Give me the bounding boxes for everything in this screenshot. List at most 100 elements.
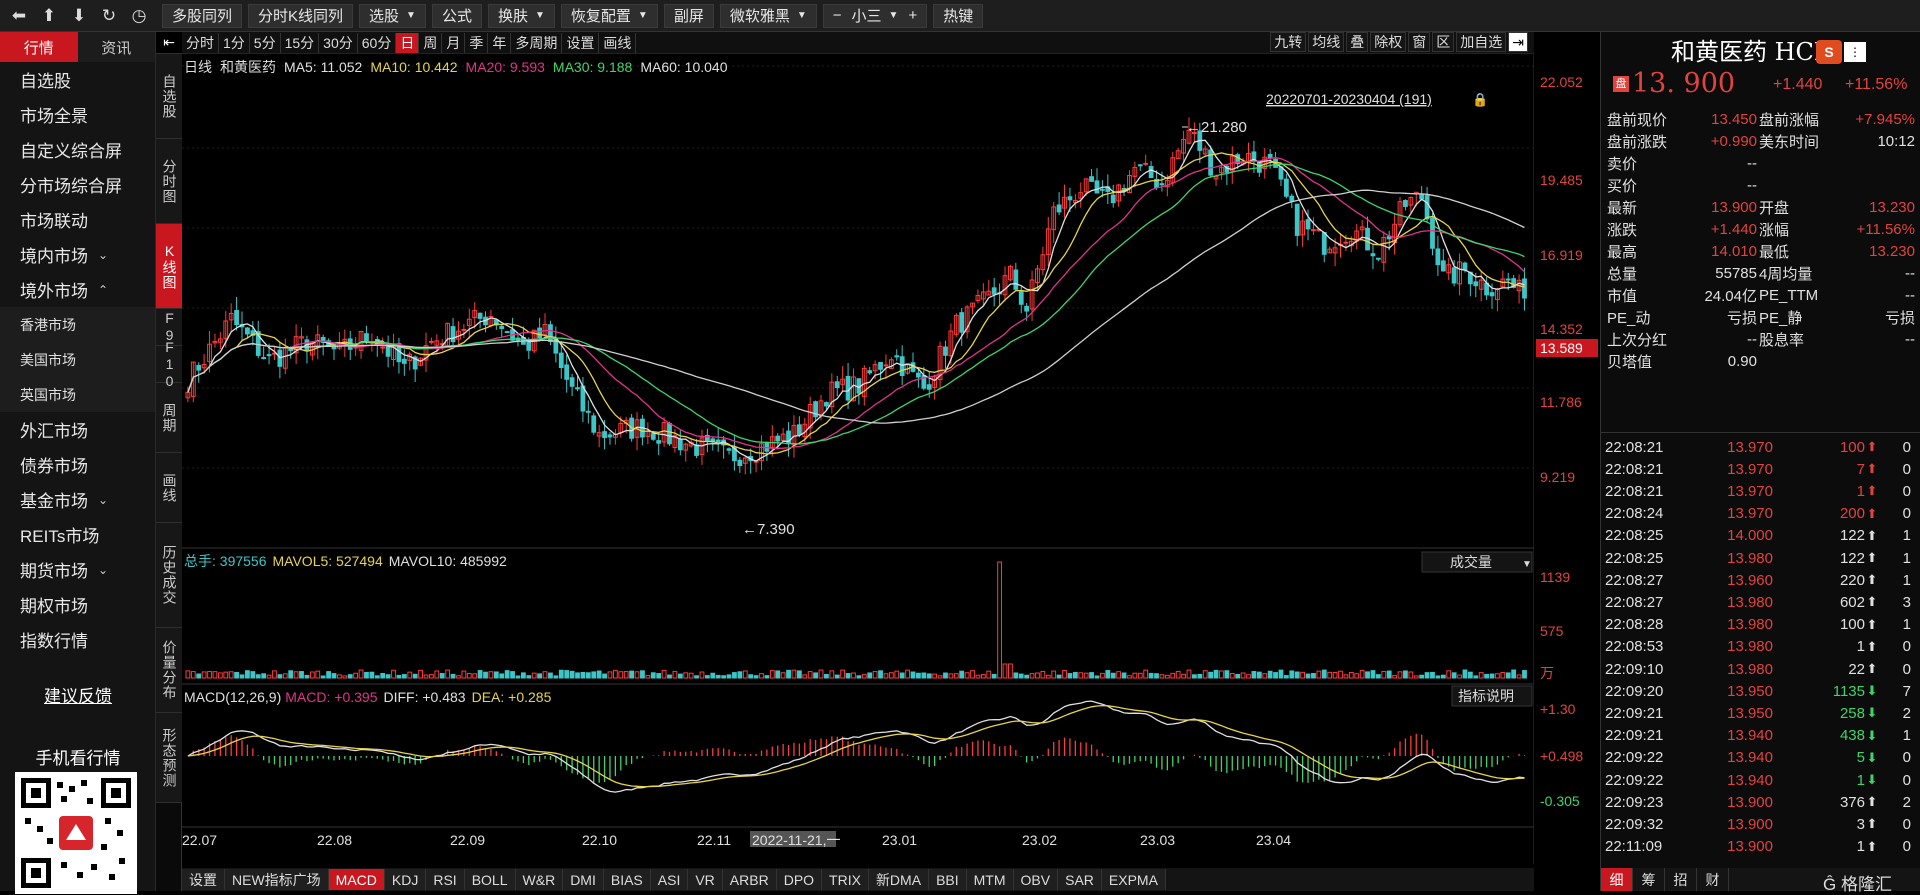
nav-item[interactable]: 市场全景 [0, 97, 155, 132]
period-button[interactable]: 年 [488, 32, 512, 53]
period-button[interactable]: 周 [419, 32, 443, 53]
date-range-label[interactable]: 20220701-20230404 (191) [1266, 91, 1432, 107]
indicator-tab[interactable]: RSI [426, 869, 465, 890]
detail-tab[interactable]: 筹 [1633, 868, 1665, 891]
volume-select[interactable] [1421, 551, 1533, 573]
chart-tool-button[interactable]: 均线 [1308, 32, 1345, 52]
back-icon[interactable]: ⬅ [11, 5, 27, 25]
detail-tab[interactable]: 细 [1601, 868, 1633, 891]
period-button[interactable]: 设置 [562, 32, 600, 53]
nav-subitem[interactable]: 香港市场 [0, 307, 155, 342]
indicator-tab[interactable]: BBI [929, 869, 967, 890]
indicator-tab[interactable]: TRIX [822, 869, 869, 890]
period-button[interactable]: 5分 [250, 32, 281, 53]
period-button[interactable]: 多周期 [511, 32, 563, 53]
indicator-tab[interactable]: 新DMA [868, 869, 930, 890]
side-tab[interactable]: F10 [156, 339, 182, 390]
indicator-help-button[interactable] [1451, 685, 1533, 707]
indicator-tab[interactable]: DPO [776, 869, 823, 890]
side-tab[interactable]: 历史成交 [156, 523, 182, 628]
ime-menu-icon[interactable]: ⋮ [1844, 42, 1866, 62]
nav-item[interactable]: 基金市场 ⌄ [0, 482, 155, 517]
side-tab[interactable]: 价量分布 [156, 628, 182, 713]
indicator-tab[interactable]: NEW指标广场 [225, 869, 329, 890]
indicator-tab[interactable]: VR [688, 869, 723, 890]
indicator-tab[interactable]: OBV [1013, 869, 1059, 890]
indicator-tab[interactable]: W&R [515, 869, 564, 890]
chart-tool-button[interactable]: 除权 [1370, 32, 1407, 52]
indicator-tab[interactable]: KDJ [384, 869, 427, 890]
nav-item[interactable]: 外汇市场 [0, 412, 155, 447]
clock-icon[interactable]: ◷ [131, 5, 147, 25]
toolbar-button[interactable]: 恢复配置 ▼ [560, 3, 658, 28]
chart-tool-button[interactable]: 区 [1432, 32, 1455, 52]
period-button[interactable]: 画线 [599, 32, 637, 53]
up-icon[interactable]: ⬆ [41, 5, 57, 25]
side-tab[interactable]: 自选股 [156, 54, 182, 139]
side-tab[interactable]: 周期 [156, 383, 182, 453]
toolbar-button[interactable]: 副屏 [663, 3, 714, 28]
chart-tool-button[interactable]: 叠 [1346, 32, 1369, 52]
side-tab[interactable]: 分时图 [156, 139, 182, 224]
nav-subitem[interactable]: 英国市场 [0, 377, 155, 412]
chart-tool-button[interactable]: 加自选 [1456, 32, 1507, 52]
toolbar-button[interactable]: 多股同列 [162, 3, 243, 28]
nav-item[interactable]: REITs市场 [0, 517, 155, 552]
side-tab[interactable]: 画线 [156, 453, 182, 523]
side-tab[interactable]: F9 [156, 309, 182, 346]
collapse-arrow-icon[interactable]: ⇤ [156, 32, 182, 54]
toolbar-button[interactable]: 微软雅黑 ▼ [719, 3, 817, 28]
nav-subitem[interactable]: 美国市场 [0, 342, 155, 377]
period-button[interactable]: 30分 [319, 32, 358, 53]
toolbar-button[interactable]: 热键 [933, 3, 984, 28]
toolbar-button[interactable]: 公式 [431, 3, 482, 28]
toolbar-button[interactable]: − 小三 ▼ + [822, 3, 928, 28]
refresh-icon[interactable]: ↻ [101, 5, 117, 25]
toolbar-button[interactable]: 选股 ▼ [359, 3, 426, 28]
indicator-tab[interactable]: MACD [328, 869, 385, 890]
nav-item[interactable]: 自定义综合屏 [0, 132, 155, 167]
period-button[interactable]: 季 [465, 32, 489, 53]
indicator-tab[interactable]: SAR [1058, 869, 1102, 890]
nav-item[interactable]: 期货市场 ⌄ [0, 552, 155, 587]
tab-news[interactable]: 资讯 [77, 32, 155, 62]
nav-item[interactable]: 自选股 [0, 62, 155, 97]
nav-item[interactable]: 分市场综合屏 [0, 167, 155, 202]
period-button[interactable]: 1分 [219, 32, 250, 53]
chart-tool-button[interactable]: 窗 [1408, 32, 1431, 52]
expand-icon[interactable]: ⇥ [1508, 32, 1528, 52]
period-button[interactable]: 日 [396, 32, 420, 53]
toolbar-button[interactable]: 换肤 ▼ [487, 3, 555, 28]
nav-item[interactable]: 债券市场 [0, 447, 155, 482]
minus-icon[interactable]: − [832, 7, 842, 24]
input-method-icon[interactable]: S [1816, 40, 1842, 64]
kline-chart[interactable]: 日线 和黄医药 MA5: 11.052 MA10: 10.442 MA20: 9.593… [182, 54, 1536, 864]
indicator-tab[interactable]: EXPMA [1101, 869, 1166, 890]
down-icon[interactable]: ⬇ [71, 5, 87, 25]
indicator-tab[interactable]: BIAS [603, 869, 651, 890]
tab-quotes[interactable]: 行情 [0, 32, 78, 62]
indicator-tab[interactable]: MTM [966, 869, 1014, 890]
period-button[interactable]: 60分 [358, 32, 397, 53]
nav-item[interactable]: 境外市场 ⌃ [0, 272, 155, 307]
detail-tab[interactable]: 财 [1697, 868, 1729, 891]
toolbar-button[interactable]: 分时K线同列 [248, 3, 354, 28]
nav-item[interactable]: 指数行情 [0, 622, 155, 657]
period-button[interactable]: 分时 [182, 32, 219, 53]
nav-item[interactable]: 期权市场 [0, 587, 155, 622]
detail-tab[interactable]: 招 [1665, 868, 1697, 891]
side-tab[interactable]: K线图 [156, 224, 182, 309]
nav-item[interactable]: 市场联动 [0, 202, 155, 237]
indicator-tab[interactable]: 设置 [182, 869, 225, 890]
indicator-tab[interactable]: ARBR [722, 869, 777, 890]
indicator-tab[interactable]: BOLL [464, 869, 516, 890]
nav-item[interactable]: 境内市场 ⌄ [0, 237, 155, 272]
indicator-tab[interactable]: ASI [650, 869, 689, 890]
period-button[interactable]: 月 [442, 32, 466, 53]
plus-icon[interactable]: + [908, 7, 918, 24]
period-button[interactable]: 15分 [281, 32, 320, 53]
side-tab[interactable]: 形态预测 [156, 713, 182, 803]
indicator-tab[interactable]: DMI [563, 869, 604, 890]
feedback-link[interactable]: 建议反馈 [44, 687, 112, 706]
chart-tool-button[interactable]: 九转 [1270, 32, 1307, 52]
